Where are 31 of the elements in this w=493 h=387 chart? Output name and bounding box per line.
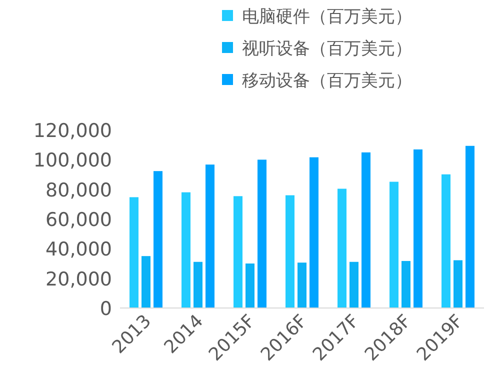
y-tick-label: 40,000: [46, 238, 112, 261]
bar: [130, 197, 138, 308]
bar: [286, 195, 294, 308]
bar: [466, 146, 474, 308]
bar: [234, 196, 242, 308]
bar: [206, 164, 214, 308]
bar: [142, 256, 150, 308]
y-tick-label: 120,000: [33, 120, 112, 142]
bar: [350, 262, 358, 308]
y-tick-label: 80,000: [46, 179, 112, 202]
legend-label: 电脑硬件（百万美元）: [242, 7, 412, 27]
y-tick-label: 0: [100, 298, 112, 320]
bar: [338, 188, 346, 308]
y-tick-label: 60,000: [46, 209, 112, 231]
bar: [258, 160, 266, 308]
bar: [298, 262, 306, 308]
y-tick-label: 100,000: [33, 150, 112, 172]
bar: [182, 192, 190, 308]
bar: [402, 260, 410, 308]
legend-label: 移动设备（百万美元）: [242, 71, 412, 91]
bar: [390, 182, 398, 308]
bar: [310, 157, 318, 308]
bar: [442, 174, 450, 308]
bar: [246, 264, 254, 308]
y-tick-label: 20,000: [46, 268, 112, 290]
bar: [194, 262, 202, 308]
bar: [414, 149, 422, 308]
bar: [154, 171, 162, 308]
bar: [362, 152, 370, 308]
bar: [454, 260, 462, 308]
legend-label: 视听设备（百万美元）: [242, 39, 412, 59]
